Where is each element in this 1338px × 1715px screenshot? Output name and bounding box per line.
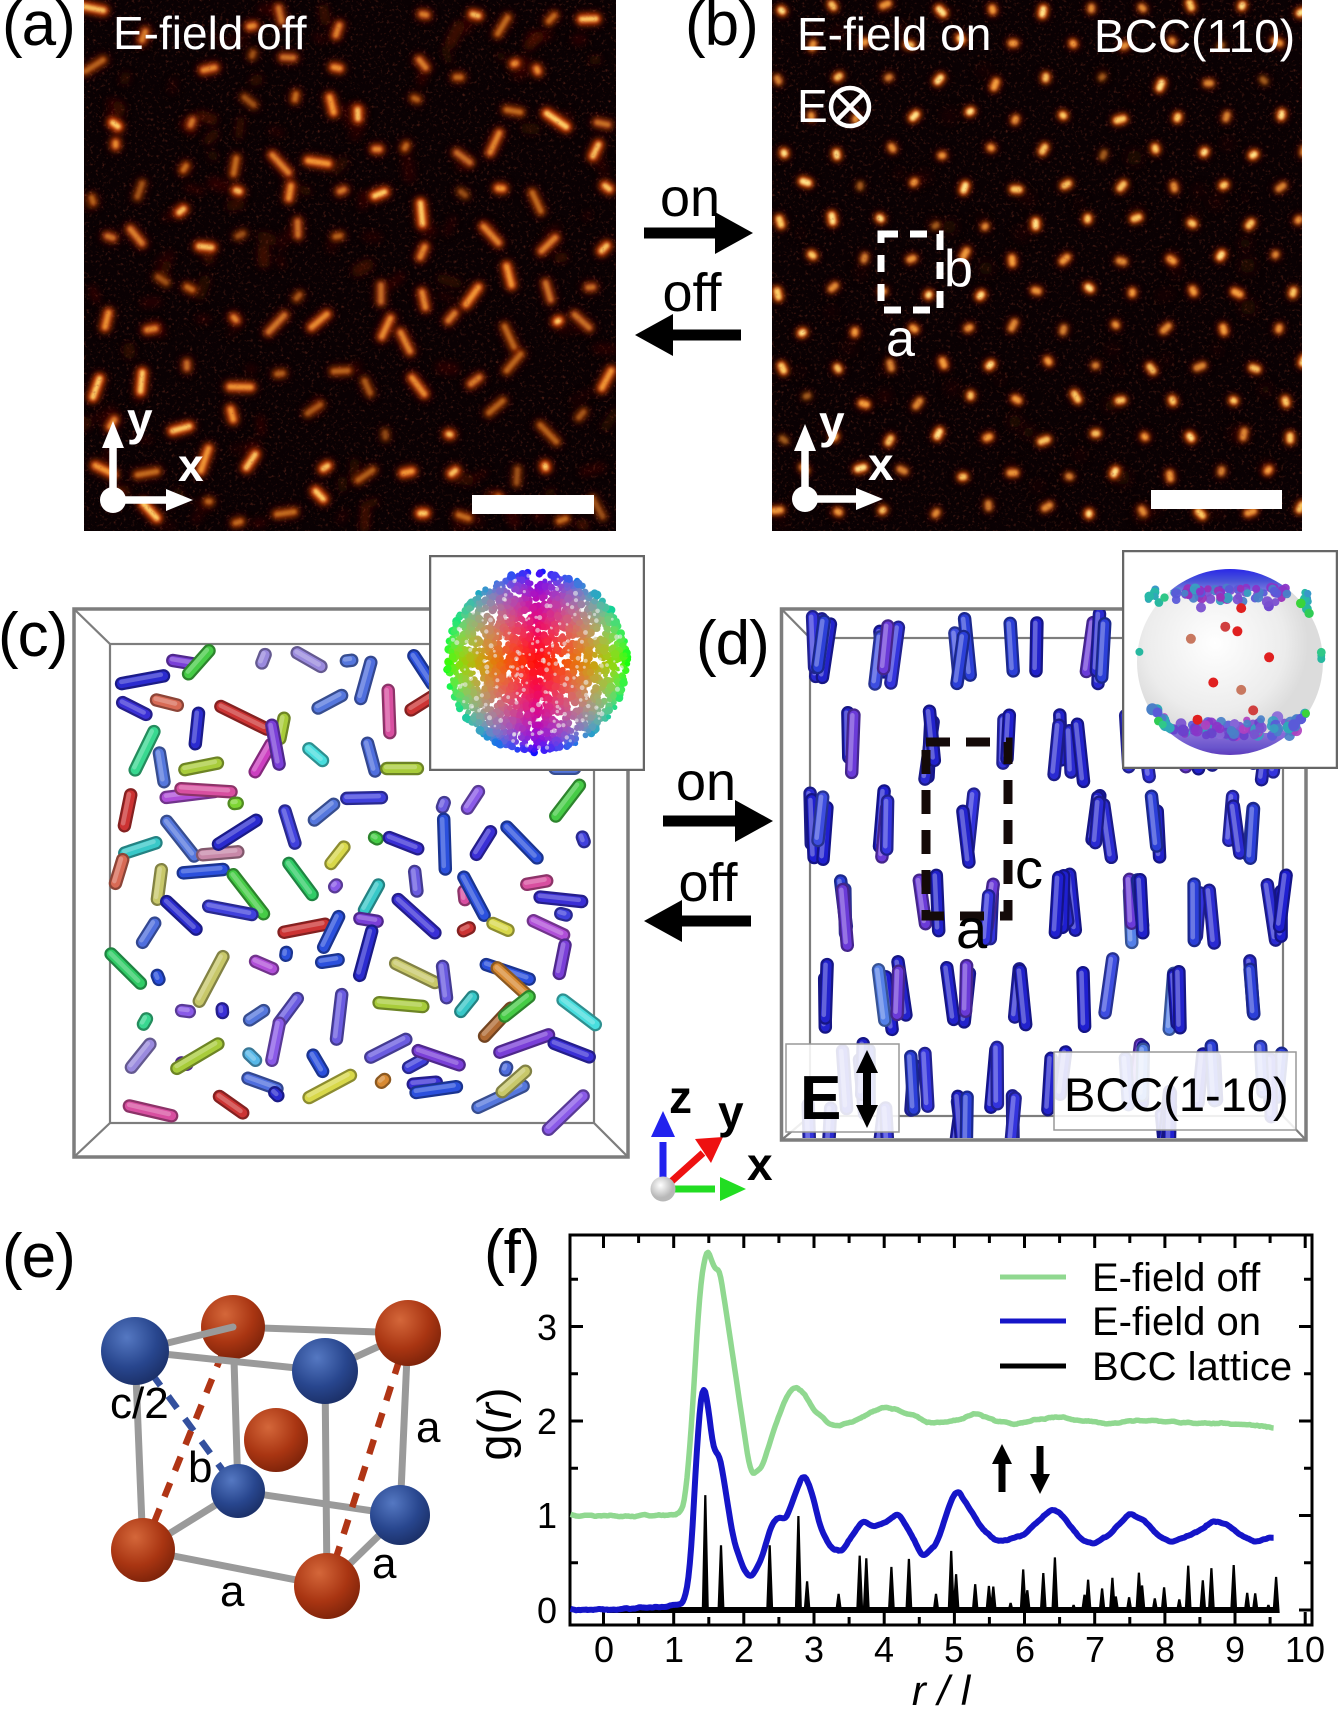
svg-text:a: a — [416, 1403, 441, 1452]
svg-text:6: 6 — [1015, 1629, 1035, 1670]
svg-text:off: off — [662, 263, 722, 323]
svg-text:3: 3 — [537, 1307, 557, 1348]
svg-text:E: E — [797, 80, 828, 132]
svg-text:1: 1 — [537, 1495, 557, 1536]
svg-text:7: 7 — [1085, 1629, 1105, 1670]
svg-text:c/2: c/2 — [110, 1379, 169, 1428]
svg-text:on: on — [676, 755, 736, 812]
svg-text:BCC(1-10): BCC(1-10) — [1064, 1068, 1289, 1121]
svg-text:r / l: r / l — [912, 1667, 972, 1714]
svg-text:5: 5 — [944, 1629, 964, 1670]
svg-text:x: x — [868, 438, 894, 490]
svg-text:a: a — [956, 897, 988, 960]
svg-text:z: z — [669, 1071, 692, 1123]
svg-text:0: 0 — [537, 1590, 557, 1631]
svg-text:y: y — [819, 396, 845, 448]
svg-text:y: y — [718, 1086, 744, 1138]
svg-text:x: x — [178, 439, 204, 491]
svg-text:10: 10 — [1285, 1629, 1325, 1670]
svg-text:g(r): g(r) — [468, 1387, 521, 1460]
svg-text:on: on — [660, 168, 720, 228]
svg-text:c: c — [1015, 837, 1043, 900]
svg-text:1: 1 — [664, 1629, 684, 1670]
svg-text:2: 2 — [537, 1401, 557, 1442]
svg-text:x: x — [747, 1138, 773, 1190]
svg-text:4: 4 — [874, 1629, 894, 1670]
svg-text:E-field off: E-field off — [113, 7, 307, 59]
svg-text:a: a — [372, 1539, 397, 1588]
svg-text:off: off — [678, 853, 738, 913]
svg-text:a: a — [886, 310, 915, 368]
svg-text:9: 9 — [1225, 1629, 1245, 1670]
svg-text:b: b — [188, 1443, 212, 1492]
svg-text:BCC(110): BCC(110) — [1094, 10, 1295, 62]
svg-text:BCC lattice: BCC lattice — [1092, 1345, 1292, 1389]
svg-text:3: 3 — [804, 1629, 824, 1670]
svg-text:8: 8 — [1155, 1629, 1175, 1670]
svg-text:E-field on: E-field on — [1092, 1300, 1261, 1344]
svg-text:E-field off: E-field off — [1092, 1256, 1261, 1300]
svg-text:0: 0 — [594, 1629, 614, 1670]
svg-text:y: y — [127, 393, 153, 445]
svg-text:E: E — [800, 1064, 841, 1133]
svg-text:b: b — [944, 240, 973, 298]
svg-text:a: a — [220, 1567, 245, 1616]
svg-text:E-field on: E-field on — [797, 8, 991, 60]
svg-text:2: 2 — [734, 1629, 754, 1670]
